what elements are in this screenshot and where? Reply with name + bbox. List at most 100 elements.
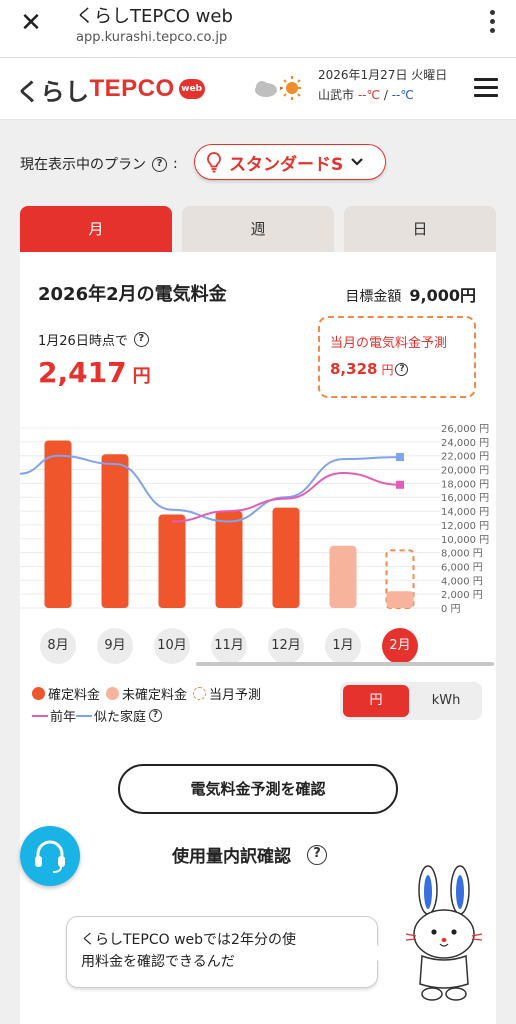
help-icon[interactable]: ? (133, 332, 149, 347)
page-title: 2026年2月の電気料金 (38, 284, 227, 305)
unit-yen-button[interactable]: 円 (343, 685, 409, 717)
browser-toolbar: ✕ くらしTEPCO web app.kurashi.tepco.co.jp (0, 0, 516, 58)
help-icon[interactable]: ? (395, 362, 409, 376)
temp-separator: / (383, 88, 388, 102)
help-icon[interactable]: ? (149, 709, 163, 722)
rabbit-mascot-icon[interactable] (394, 862, 494, 1004)
target-amount[interactable]: 目標金額 9,000円 (345, 282, 476, 306)
chevron-down-icon (351, 158, 364, 166)
y-tick-label: 22,000 円 (441, 452, 489, 463)
similar-swatch (76, 714, 93, 717)
browser-url[interactable]: app.kurashi.tepco.co.jp (76, 30, 228, 45)
month-pill[interactable]: 9月 (97, 628, 133, 664)
cloudy-sunny-icon: › (255, 76, 301, 100)
y-tick-label: 18,000 円 (441, 479, 489, 490)
logo-kurashi: くらし (16, 78, 90, 106)
legend-unconfirmed: 未確定料金 (122, 688, 188, 703)
temp-high: --℃ (357, 88, 380, 102)
unconfirmed-swatch (106, 687, 120, 700)
as-of-label: 1月26日時点で (38, 334, 128, 349)
plan-colon: : (173, 156, 178, 172)
bubble-line-2: 用料金を確認できるんだ (81, 954, 235, 970)
legend-last-year: 前年 (50, 710, 77, 725)
unit-kwh-button[interactable]: kWh (431, 693, 461, 708)
plan-dropdown[interactable]: スタンダードS (194, 144, 386, 180)
bar-confirmed[interactable] (158, 514, 186, 608)
y-tick-label: 24,000 円 (441, 438, 489, 449)
month-pill[interactable]: 2月 (382, 628, 418, 664)
bar-confirmed[interactable] (101, 454, 129, 608)
tab-day[interactable]: 日 (344, 206, 496, 252)
bar-unconfirmed[interactable] (386, 591, 414, 608)
last-year-swatch (32, 714, 48, 717)
month-selector: 8月 9月 10月 11月 12月 1月 2月 (20, 628, 496, 668)
fade-overlay (20, 860, 496, 910)
bill-chart: 26,000 円 24,000 円 22,000 円 20,000 円 18,000 円… (20, 424, 489, 615)
target-value: 9,000円 (409, 286, 476, 305)
svg-text:›: › (279, 84, 283, 94)
forecast-amount: 8,328 (330, 360, 378, 378)
month-pill[interactable]: 1月 (325, 628, 361, 664)
current-amount-unit: 円 (132, 366, 151, 387)
y-tick-label: 6,000 円 (441, 562, 483, 573)
help-icon[interactable]: ? (152, 156, 167, 172)
unit-toggle: 円 kWh (340, 682, 482, 720)
legend-forecast: 当月予測 (209, 688, 262, 703)
more-options-icon[interactable] (488, 10, 496, 36)
headset-icon (35, 840, 65, 873)
month-pill[interactable]: 12月 (268, 628, 304, 664)
hamburger-menu-icon[interactable] (474, 78, 498, 98)
weather-city: 山武市 (318, 88, 355, 102)
tab-week[interactable]: 週 (182, 206, 334, 252)
bar-confirmed[interactable] (44, 440, 72, 608)
legend-lines: 前年 似た家庭 ? (32, 706, 163, 725)
kurashi-tepco-logo[interactable]: くらし TEPCO web (16, 74, 205, 106)
plan-row: 現在表示中のプラン ? : (20, 148, 178, 180)
bubble-line-1: くらしTEPCO webでは2年分の使 (81, 932, 296, 948)
mascot-speech-bubble: くらしTEPCO webでは2年分の使 用料金を確認できるんだ (66, 916, 387, 988)
forecast-swatch (193, 687, 207, 700)
browser-page-title: くらしTEPCO web (76, 6, 233, 27)
forecast-label: 当月の電気料金予測 (330, 336, 448, 351)
temp-low: --℃ (391, 88, 414, 102)
plan-label: 現在表示中のプラン (20, 157, 146, 173)
as-of-date: 1月26日時点で ? (38, 330, 149, 349)
target-label: 目標金額 (345, 289, 402, 305)
plan-value: スタンダードS (229, 154, 344, 175)
forecast-unit: 円 (381, 362, 394, 377)
close-icon[interactable]: ✕ (20, 8, 42, 38)
y-tick-label: 16,000 円 (441, 493, 489, 504)
month-pill[interactable]: 11月 (211, 628, 247, 664)
legend-similar: 似た家庭 (94, 710, 147, 725)
similar-household-line (20, 454, 401, 523)
support-chat-button[interactable] (20, 826, 80, 886)
forecast-box[interactable]: 当月の電気料金予測 8,328 円 ? (318, 316, 476, 398)
legend-confirmed: 確定料金 (48, 688, 101, 703)
similar-household-end-marker (396, 453, 404, 462)
bar-confirmed[interactable] (272, 507, 300, 608)
y-tick-label: 8,000 円 (441, 549, 483, 560)
weather-location: 山武市 --℃ / --℃ (318, 86, 414, 103)
current-amount: 2,417 円 (38, 356, 151, 389)
y-tick-label: 4,000 円 (441, 576, 483, 587)
chart-scrollbar[interactable] (196, 662, 494, 666)
logo-tepco: TEPCO (89, 75, 175, 102)
logo-web-badge: web (178, 79, 205, 99)
confirm-forecast-button[interactable]: 電気料金予測を確認 (118, 764, 398, 814)
bar-confirmed[interactable] (215, 511, 243, 608)
month-pill[interactable]: 8月 (40, 628, 76, 664)
site-header: くらし TEPCO web (0, 58, 516, 120)
bar-unconfirmed[interactable] (329, 545, 357, 608)
y-tick-label: 14,000 円 (441, 507, 489, 518)
last-year-line (171, 471, 401, 523)
y-tick-label: 20,000 円 (441, 466, 489, 477)
bubble-tail (377, 945, 387, 961)
current-amount-value: 2,417 (38, 356, 127, 389)
tab-month[interactable]: 月 (20, 206, 172, 252)
confirmed-swatch (32, 687, 45, 700)
y-tick-label: 0 円 (441, 604, 461, 615)
period-tabs: 月 週 日 (20, 206, 496, 252)
last-year-end-marker (396, 480, 404, 489)
month-pill[interactable]: 10月 (154, 628, 190, 664)
lightbulb-icon (207, 152, 221, 173)
